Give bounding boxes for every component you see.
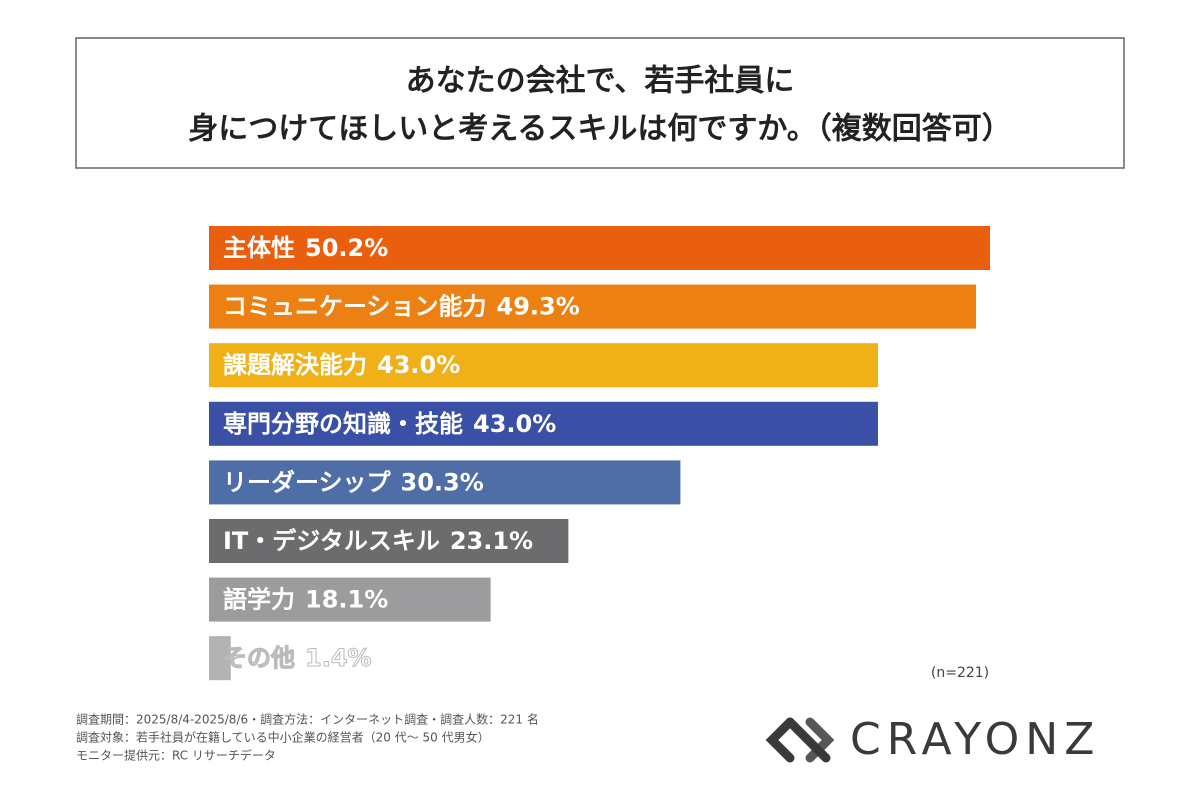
- bar-label: 主体性 50.2%: [223, 234, 388, 262]
- bar: [209, 401, 878, 446]
- category-label: 課題解決能力: [223, 351, 367, 379]
- footnote: 調査対象：若手社員が在籍している中小企業の経営者（20 代～ 50 代男女）: [76, 730, 490, 745]
- value-label: 30.3%: [401, 468, 484, 496]
- bar-label: リーダーシップ 30.3%: [223, 468, 484, 496]
- chart-title: 身につけてほしいと考えるスキルは何ですか。（複数回答可）: [188, 112, 1012, 147]
- category-label: その他: [223, 644, 295, 672]
- bar: [209, 577, 491, 622]
- footnote: 調査期間：2025/8/4-2025/8/6・調査方法：インターネット調査・調査…: [76, 712, 539, 727]
- bar-label: 専門分野の知識・技能 43.0%: [223, 410, 556, 438]
- bar-label: IT・デジタルスキル 23.1%: [223, 527, 533, 555]
- value-label: 1.4%: [305, 644, 372, 672]
- bar: [209, 226, 990, 270]
- bar: [209, 460, 681, 505]
- footnote: モニター提供元：RC リサーチデータ: [76, 748, 276, 763]
- category-label: 語学力: [223, 586, 295, 614]
- category-label: IT・デジタルスキル: [223, 527, 440, 555]
- chart-title: あなたの会社で、若手社員に: [406, 64, 795, 99]
- brand-name: CRAYONZ: [850, 714, 1100, 765]
- bar-label: 課題解決能力 43.0%: [223, 351, 460, 379]
- value-label: 50.2%: [305, 234, 388, 262]
- bar-label: 語学力 18.1%: [223, 586, 388, 614]
- bar: [209, 284, 976, 329]
- bar: [209, 519, 569, 563]
- bar-label: その他 1.4%: [223, 644, 372, 672]
- category-label: 専門分野の知識・技能: [223, 410, 463, 438]
- brand-logo-icon: [765, 717, 835, 763]
- bar: [209, 343, 878, 388]
- title-box: [75, 37, 1125, 169]
- category-label: コミュニケーション能力: [223, 293, 487, 321]
- value-label: 18.1%: [305, 586, 388, 614]
- value-label: 23.1%: [450, 527, 533, 555]
- bar: [209, 636, 231, 681]
- value-label: 43.0%: [473, 410, 556, 438]
- category-label: 主体性: [223, 234, 295, 262]
- value-label: 43.0%: [377, 351, 460, 379]
- category-label: リーダーシップ: [223, 468, 392, 496]
- bar-label: コミュニケーション能力 49.3%: [223, 293, 580, 321]
- value-label: 49.3%: [497, 293, 580, 321]
- sample-note: (n=221): [931, 665, 989, 681]
